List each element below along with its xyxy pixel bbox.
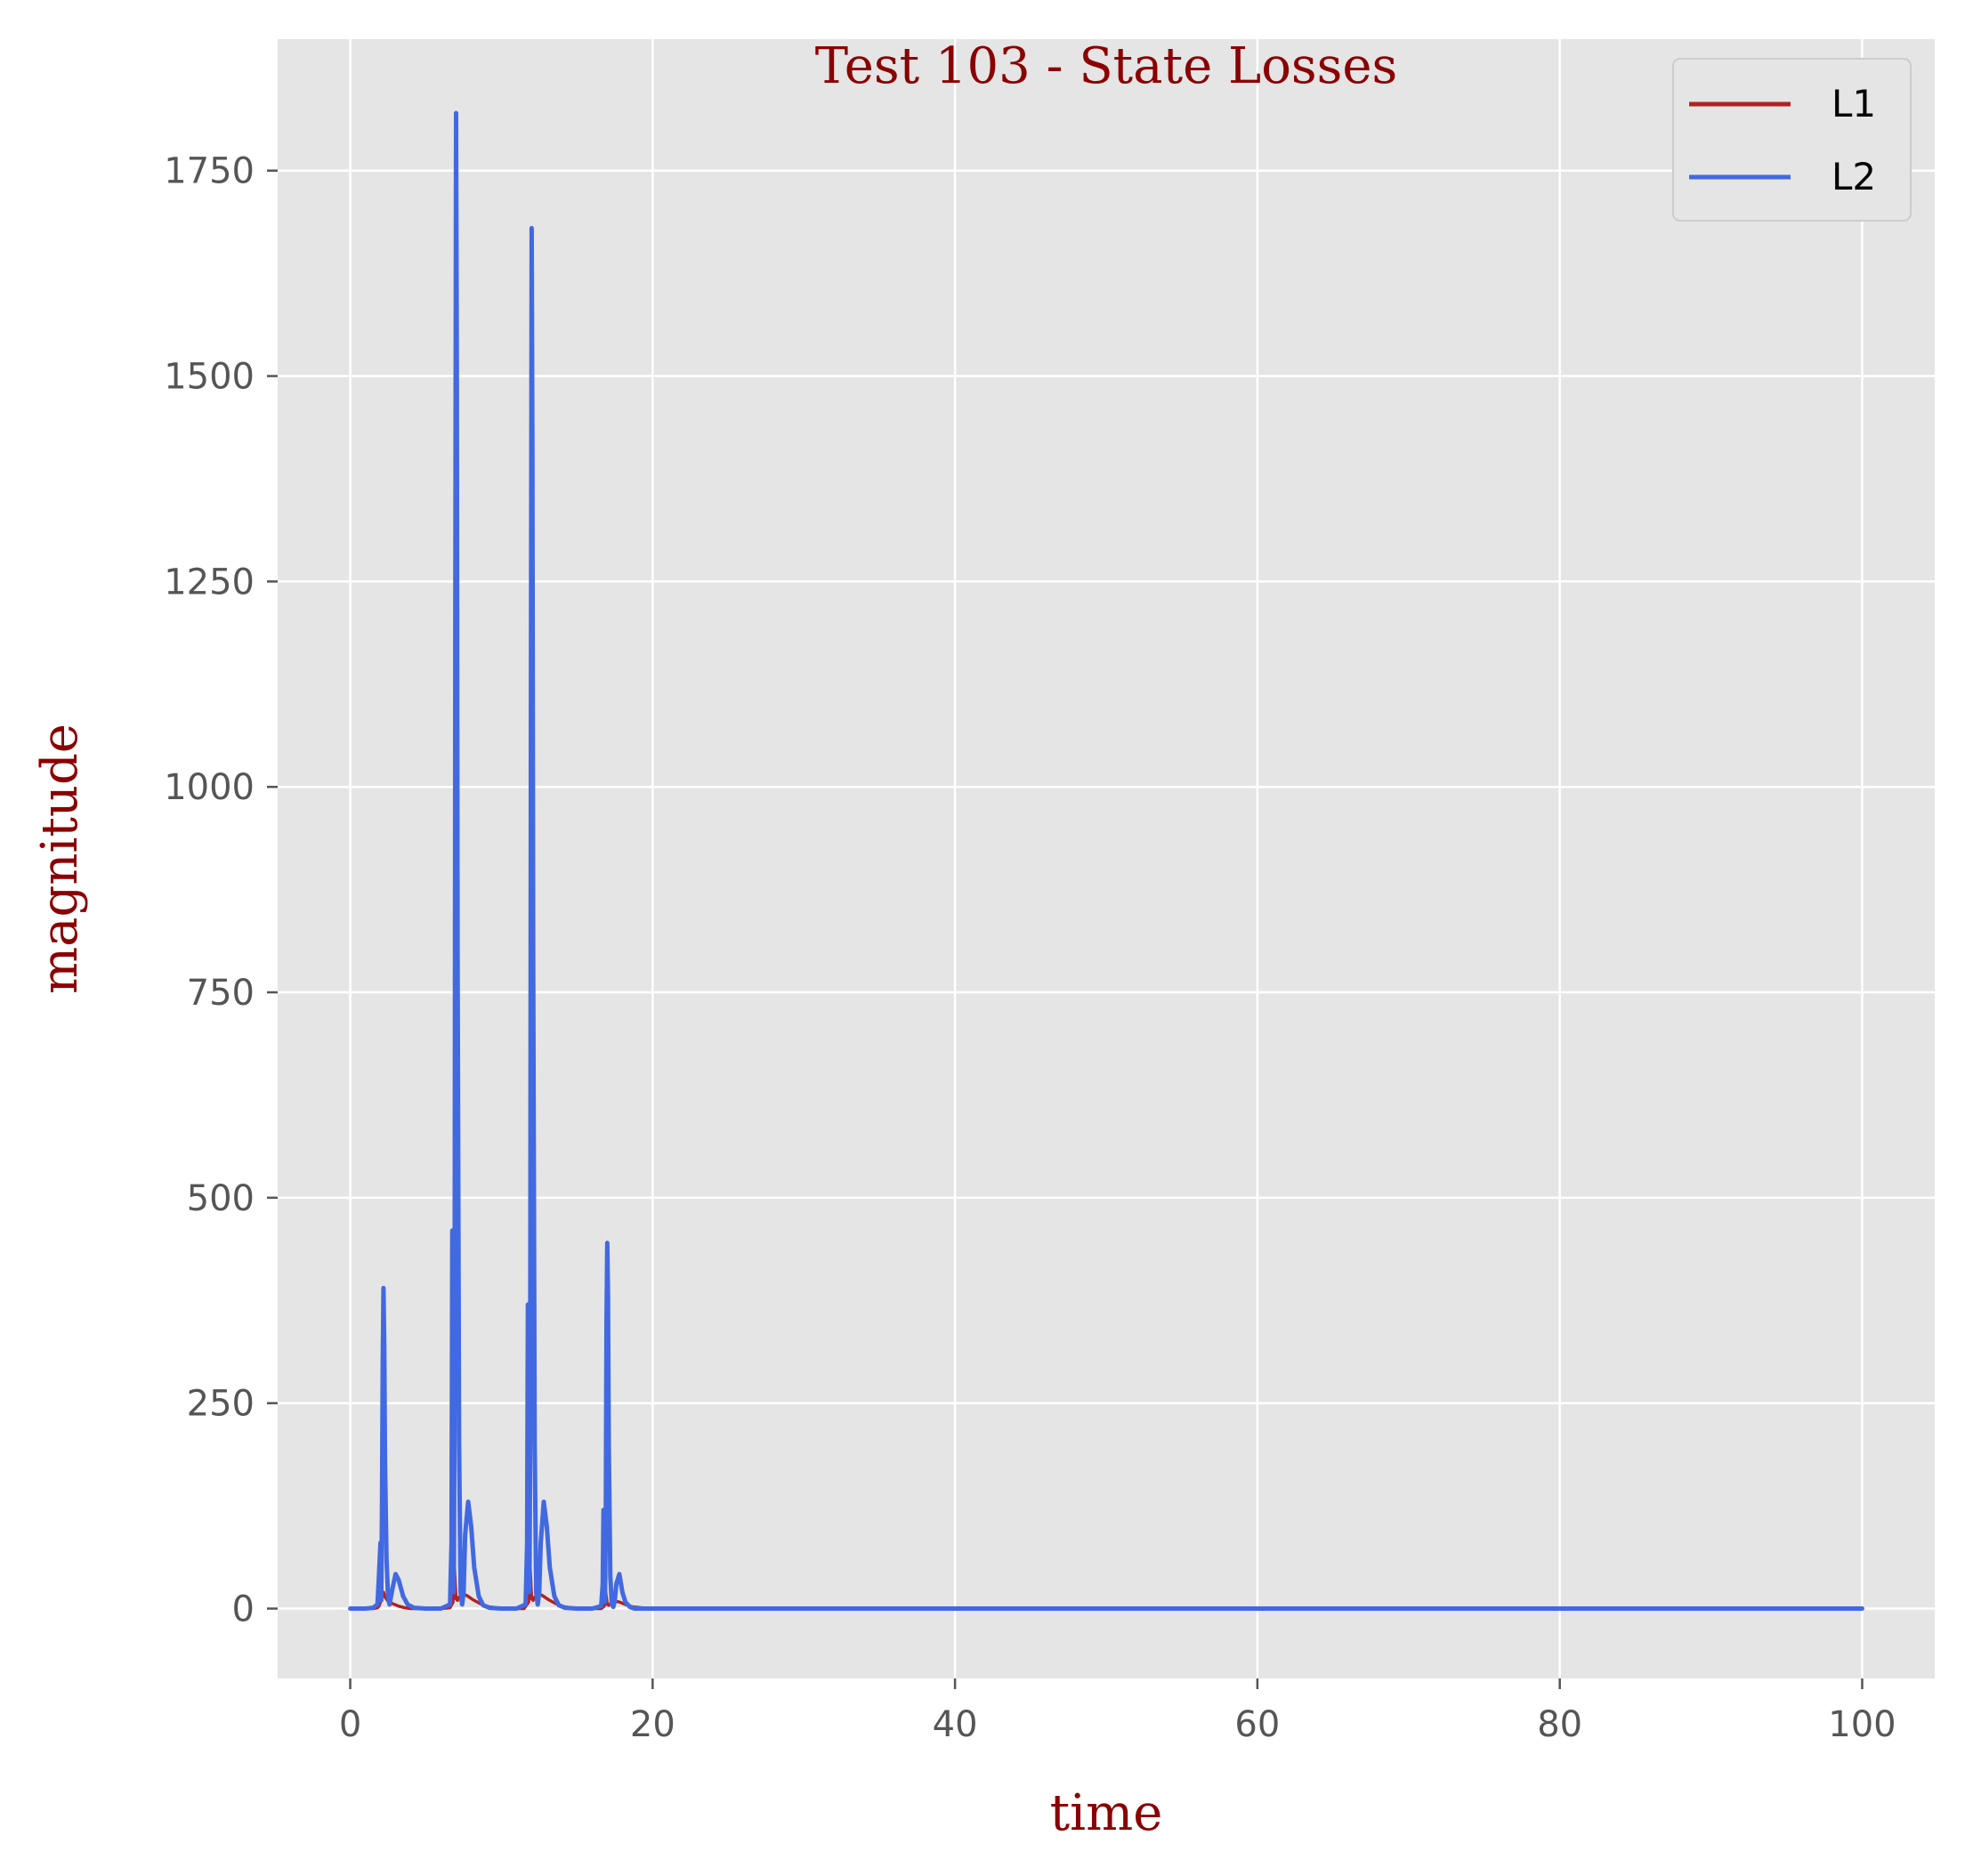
x-tick-label: 60: [1234, 1704, 1280, 1745]
legend-box: [1672, 58, 1912, 222]
chart-title: Test 103 - State Losses: [815, 37, 1398, 95]
plot-background: [278, 39, 1935, 1678]
series-line-l2: [348, 110, 1864, 1612]
y-tick-label: 500: [187, 1178, 255, 1219]
y-tick-label: 0: [232, 1589, 255, 1630]
y-axis-title: magnitude: [31, 724, 89, 994]
x-tick-label: 0: [339, 1704, 361, 1745]
x-axis-title: time: [1050, 1784, 1163, 1842]
y-tick-label: 1250: [164, 562, 255, 602]
y-tick-label: 250: [187, 1384, 255, 1425]
legend-label-l1: L1: [1832, 82, 1876, 125]
y-tick-label: 1000: [164, 767, 255, 808]
x-tick-label: 80: [1537, 1704, 1582, 1745]
legend-label-l2: L2: [1832, 155, 1876, 198]
x-tick-label: 100: [1828, 1704, 1896, 1745]
grid-lines: [278, 39, 1935, 1678]
series-lines: [348, 110, 1864, 1612]
x-tick-label: 40: [933, 1704, 978, 1745]
y-tick-label: 1750: [164, 151, 255, 192]
legend: L1 L2: [1672, 58, 1912, 222]
y-tick-label: 750: [187, 973, 255, 1014]
x-tick-label: 20: [630, 1704, 675, 1745]
y-tick-label: 1500: [164, 357, 255, 398]
